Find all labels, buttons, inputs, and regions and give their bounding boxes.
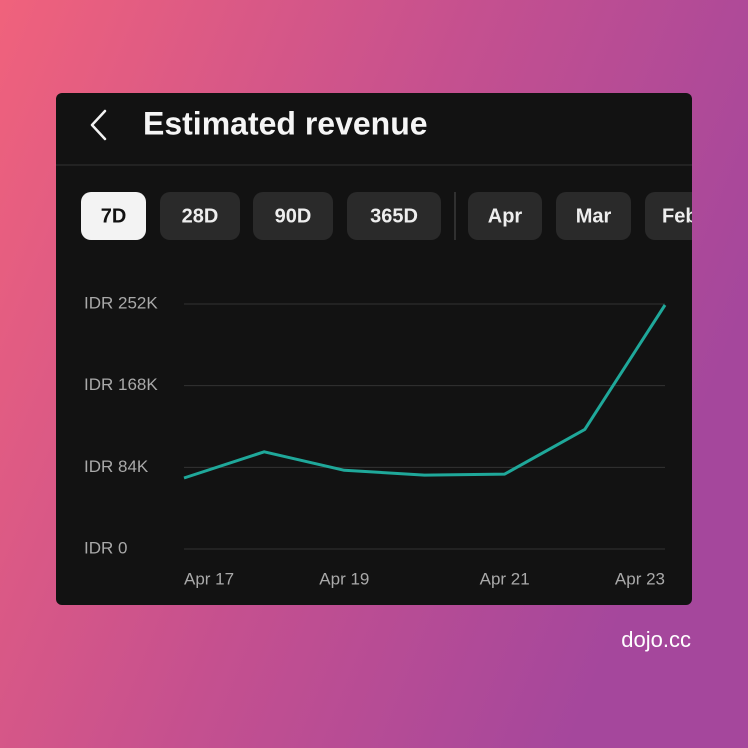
tab-label: 28D <box>182 205 219 227</box>
tab-label: Feb <box>662 205 698 227</box>
tab[interactable] <box>645 192 720 240</box>
tab-selected[interactable] <box>81 192 146 240</box>
tab[interactable] <box>556 192 631 240</box>
y-tick-label: IDR 84K <box>84 457 149 476</box>
y-tick-label: IDR 0 <box>84 538 127 557</box>
tab-label: 90D <box>275 205 312 227</box>
tab[interactable] <box>160 192 240 240</box>
tab-label: 7D <box>101 205 127 227</box>
y-tick-label: IDR 168K <box>84 375 158 394</box>
tabs: 7D 28D 90D 365D Apr Mar Feb <box>81 192 720 240</box>
tab-label: Apr <box>488 205 523 227</box>
y-tick-label: IDR 252K <box>84 293 158 312</box>
card-content: Estimated revenue 7D 28D 90D 365D Apr Ma… <box>56 105 720 588</box>
card <box>56 93 692 605</box>
x-tick-label: Apr 23 <box>615 569 665 588</box>
tab-label: Mar <box>576 205 612 227</box>
page-title: Estimated revenue <box>143 105 428 141</box>
x-tick-label: Apr 17 <box>184 569 234 588</box>
revenue-line <box>183 304 667 480</box>
x-tick-label: Apr 21 <box>480 569 530 588</box>
tab[interactable] <box>468 192 542 240</box>
watermark: dojo.cc <box>621 627 691 652</box>
tab[interactable] <box>347 192 441 240</box>
tab-label: 365D <box>370 205 418 227</box>
tab[interactable] <box>253 192 333 240</box>
x-tick-label: Apr 19 <box>319 569 369 588</box>
chart: IDR 0 IDR 84K IDR 168K IDR 252K Apr 17 Apr 19… <box>84 293 667 588</box>
back-button[interactable] <box>90 109 107 141</box>
